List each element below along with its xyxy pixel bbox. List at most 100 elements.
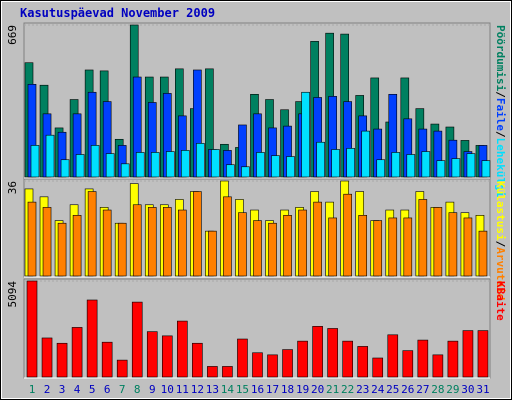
bar xyxy=(165,151,175,178)
bar xyxy=(135,152,145,178)
legend-separator: / xyxy=(494,91,507,98)
x-tick-label: 21 xyxy=(326,383,339,396)
bar xyxy=(283,215,292,277)
bar xyxy=(346,148,355,178)
bar xyxy=(41,337,53,378)
bar xyxy=(301,91,310,178)
x-tick-label: 24 xyxy=(371,383,385,396)
y-tick-label: 36 xyxy=(6,181,19,194)
bar xyxy=(466,153,476,178)
x-tick-label: 27 xyxy=(416,383,429,396)
bar xyxy=(402,350,414,378)
bar xyxy=(298,209,307,277)
x-tick-label: 19 xyxy=(296,383,309,396)
x-tick-label: 17 xyxy=(266,383,279,396)
bar xyxy=(56,342,68,378)
legend-separator: / xyxy=(494,131,507,138)
bar xyxy=(75,154,85,178)
bar xyxy=(193,191,202,277)
bar xyxy=(388,217,398,277)
bar xyxy=(406,154,416,178)
bar xyxy=(328,217,337,277)
bar xyxy=(161,335,173,378)
bar xyxy=(268,222,277,277)
bar xyxy=(211,149,220,178)
y-tick-label: 669 xyxy=(6,25,19,45)
x-tick-label: 30 xyxy=(461,383,474,396)
x-tick-label: 13 xyxy=(206,383,219,396)
bar xyxy=(462,330,474,378)
legend-entry: Külastusi xyxy=(494,181,507,241)
legend: KBaite xyxy=(494,281,507,321)
x-tick-label: 15 xyxy=(236,383,249,396)
bar xyxy=(238,212,247,277)
x-tick-label: 5 xyxy=(89,383,96,396)
bar xyxy=(403,217,413,277)
bar xyxy=(481,160,491,178)
x-tick-label: 25 xyxy=(386,383,399,396)
bar xyxy=(72,215,82,277)
bar xyxy=(192,342,203,378)
bar xyxy=(421,151,431,178)
bar xyxy=(448,212,458,277)
bar xyxy=(131,301,143,378)
x-tick-label: 28 xyxy=(431,383,444,396)
bar xyxy=(105,153,115,178)
bar xyxy=(71,327,83,378)
x-tick-label: 23 xyxy=(356,383,369,396)
bar xyxy=(237,338,248,378)
bar xyxy=(181,150,190,178)
x-tick-label: 10 xyxy=(161,383,174,396)
bar xyxy=(451,158,461,178)
bar xyxy=(86,299,98,378)
bar xyxy=(361,130,371,178)
bar xyxy=(357,346,369,378)
bar xyxy=(417,339,429,378)
bar xyxy=(150,152,160,178)
x-tick-label: 29 xyxy=(446,383,459,396)
bar xyxy=(433,207,443,277)
legend: Pöördumisi/Faile/Lehekülgi xyxy=(494,25,507,198)
bar xyxy=(196,143,205,178)
legend-entry: KBaite xyxy=(494,281,507,321)
bar xyxy=(101,341,113,378)
bar xyxy=(222,366,233,378)
y-tick-label: 5094 xyxy=(6,281,19,308)
bar xyxy=(391,152,401,178)
bar xyxy=(312,326,323,378)
bar xyxy=(331,149,340,178)
x-tick-label: 9 xyxy=(149,383,156,396)
bar xyxy=(373,220,383,277)
bar xyxy=(252,352,263,378)
x-tick-label: 31 xyxy=(476,383,489,396)
bar xyxy=(447,340,459,378)
x-tick-label: 4 xyxy=(74,383,81,396)
bar xyxy=(297,340,308,378)
x-tick-label: 1 xyxy=(29,383,36,396)
legend-entry: Lehekülgi xyxy=(494,138,507,198)
bar xyxy=(372,357,384,378)
x-tick-label: 18 xyxy=(281,383,294,396)
bar xyxy=(146,331,158,378)
x-tick-label: 7 xyxy=(119,383,126,396)
bar xyxy=(267,354,278,378)
bar xyxy=(316,141,325,178)
x-tick-label: 3 xyxy=(59,383,66,396)
bar xyxy=(226,164,235,178)
x-tick-label: 8 xyxy=(134,383,141,396)
bar xyxy=(162,207,172,277)
bar xyxy=(432,354,444,378)
bar xyxy=(477,330,489,378)
bar xyxy=(207,366,218,378)
legend-entry: Arvuteid xyxy=(494,247,507,300)
x-tick-label: 6 xyxy=(104,383,111,396)
x-tick-label: 11 xyxy=(176,383,189,396)
bar xyxy=(436,160,446,178)
bar xyxy=(117,222,127,277)
bar xyxy=(177,320,188,378)
bar xyxy=(57,222,67,277)
x-tick-label: 16 xyxy=(251,383,264,396)
x-tick-label: 14 xyxy=(221,383,235,396)
